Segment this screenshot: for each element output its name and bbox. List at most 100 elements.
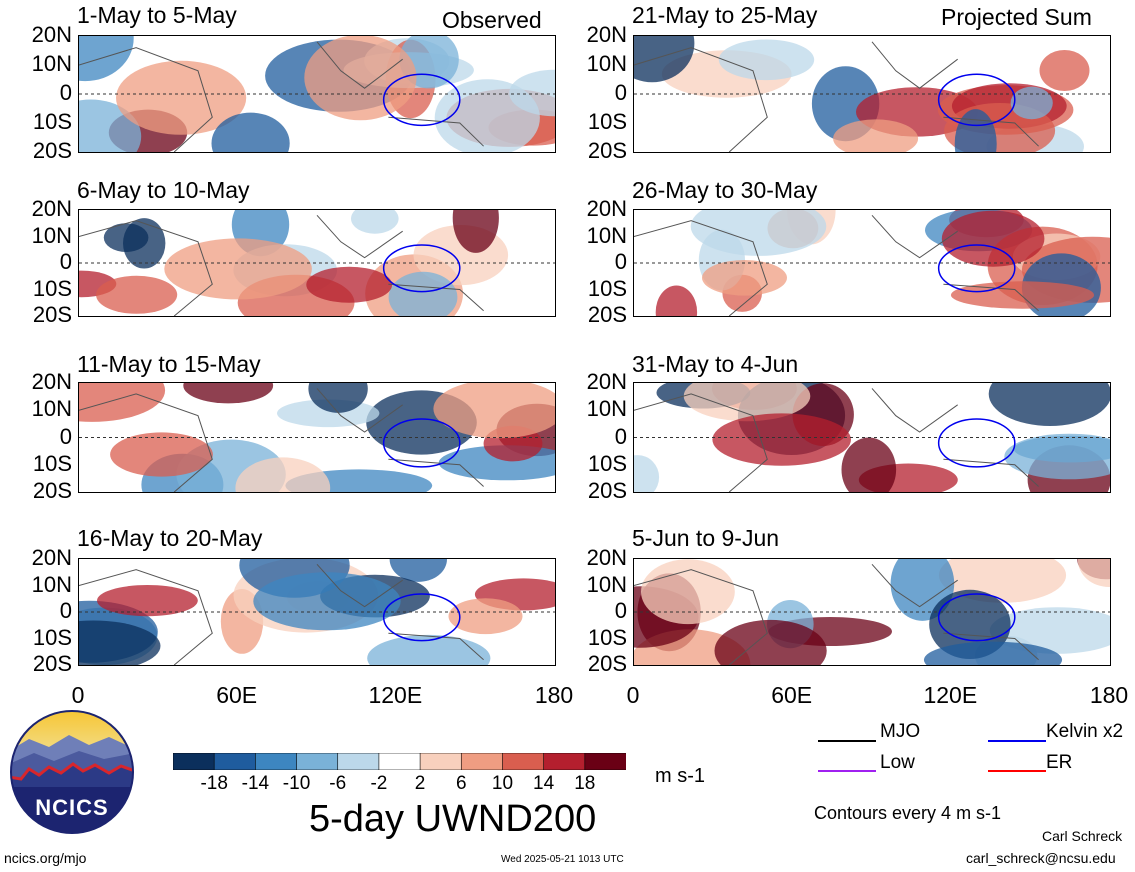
x-tick-label: 120E <box>368 682 423 708</box>
map-panel <box>78 209 556 317</box>
y-tick-label: 20N <box>586 545 627 570</box>
x-tick-label: 0 <box>626 682 640 708</box>
uwnd-field <box>634 36 1110 152</box>
panel-title: 31-May to 4-Jun <box>632 351 799 377</box>
y-tick-label: 20N <box>31 369 72 394</box>
shading-blob <box>253 572 401 631</box>
colorbar-swatch <box>502 752 545 771</box>
kelvin-contour <box>937 418 1016 468</box>
kelvin-contour <box>382 593 461 642</box>
colorbar <box>172 752 627 771</box>
panel-title: 11-May to 15-May <box>77 351 261 377</box>
shading-blob <box>304 36 417 121</box>
x-tick-label: 60E <box>771 682 813 708</box>
shading-blob <box>389 559 447 582</box>
shading-blob <box>79 36 134 82</box>
y-tick-label: 0 <box>614 423 627 449</box>
colorbar-swatch <box>419 752 463 771</box>
y-tick-label: 0 <box>59 80 72 105</box>
y-tick-label: 20S <box>587 302 627 327</box>
shading-blob <box>989 607 1110 654</box>
legend-label: Low <box>880 752 915 773</box>
units-label: m s-1 <box>655 765 705 787</box>
map-panel <box>78 558 556 666</box>
panel-title: 21-May to 25-May <box>632 2 818 28</box>
uwnd-field <box>79 36 555 152</box>
shading-blob <box>634 455 660 492</box>
y-tick-label: 0 <box>59 598 72 623</box>
legend-line <box>988 740 1046 742</box>
map-panel <box>78 35 556 153</box>
shading-blob <box>702 260 787 296</box>
panel-title: 6-May to 10-May <box>77 177 250 203</box>
x-tick-label: 180 <box>534 682 574 708</box>
x-tick-label: 60E <box>216 682 258 708</box>
y-tick-label: 20N <box>586 196 627 221</box>
colorbar-swatch <box>378 752 421 771</box>
y-tick-label: 20S <box>32 651 72 676</box>
y-tick-label: 0 <box>614 80 627 105</box>
shading-blob <box>97 585 198 617</box>
y-tick-label: 20S <box>32 138 72 163</box>
shading-blob <box>96 275 178 314</box>
author: Carl Schreck <box>1042 828 1123 844</box>
kelvin-contour <box>937 593 1016 642</box>
legend-line <box>818 770 876 772</box>
y-tick-label: 10S <box>32 624 72 650</box>
shading-blob <box>1004 433 1110 480</box>
y-tick-label: 20N <box>31 545 72 570</box>
y-tick-label: 10N <box>31 396 72 422</box>
shading-blob <box>79 620 161 665</box>
uwnd-field <box>79 383 555 492</box>
legend-label: ER <box>1046 752 1073 773</box>
colorbar-tick-label: -10 <box>282 773 311 794</box>
shading-blob <box>308 383 368 413</box>
shading-blob <box>235 457 331 492</box>
legend-label: Kelvin x2 <box>1046 721 1124 742</box>
y-tick-label: 10S <box>32 275 72 301</box>
colorbar-tick-label: -2 <box>370 773 388 794</box>
y-tick-label: 10S <box>32 450 72 476</box>
colorbar-swatch <box>213 752 257 771</box>
kelvin-contour <box>937 73 1016 127</box>
shading-blob <box>116 60 247 135</box>
kelvin-contour <box>382 244 461 293</box>
y-tick-label: 20N <box>586 369 627 394</box>
y-tick-label: 0 <box>59 423 72 449</box>
colorbar-swatch <box>460 752 504 771</box>
colorbar-swatch <box>337 752 380 771</box>
panel-title: 26-May to 30-May <box>632 177 818 203</box>
coastline <box>79 41 484 152</box>
projected-tag: Projected Sum <box>941 4 1092 30</box>
shading-blob <box>448 598 523 635</box>
coastline <box>634 214 1039 316</box>
y-tick-label: 10S <box>587 624 627 650</box>
shading-blob <box>923 641 1063 665</box>
shading-blob <box>306 266 393 303</box>
shading-blob <box>164 238 312 300</box>
colorbar-tick-label: 14 <box>533 773 555 794</box>
panel-title: 5-Jun to 9-Jun <box>632 525 780 551</box>
uwnd-field <box>634 210 1110 316</box>
map-panel <box>633 35 1111 153</box>
contour-note: Contours every 4 m s-1 <box>814 803 1002 823</box>
uwnd-field <box>79 559 555 665</box>
kelvin-contour <box>937 244 1016 293</box>
map-panel <box>633 558 1111 666</box>
y-tick-label: 20N <box>31 22 72 47</box>
shading-blob <box>634 36 695 83</box>
y-tick-label: 0 <box>614 598 627 623</box>
coastline <box>79 388 484 492</box>
map-panel <box>78 382 556 493</box>
y-tick-label: 10N <box>31 222 72 248</box>
ncics-logo: NCICS <box>9 709 135 835</box>
y-tick-label: 10N <box>586 571 627 597</box>
panel-title: 16-May to 20-May <box>77 525 263 551</box>
colorbar-tick-label: 6 <box>455 773 467 794</box>
figure-title: 5-day UWND200 <box>309 798 597 840</box>
y-tick-label: 20N <box>31 196 72 221</box>
y-tick-label: 10N <box>31 571 72 597</box>
shading-blob <box>641 559 735 625</box>
map-panel <box>633 382 1111 493</box>
shading-blob <box>110 432 213 477</box>
